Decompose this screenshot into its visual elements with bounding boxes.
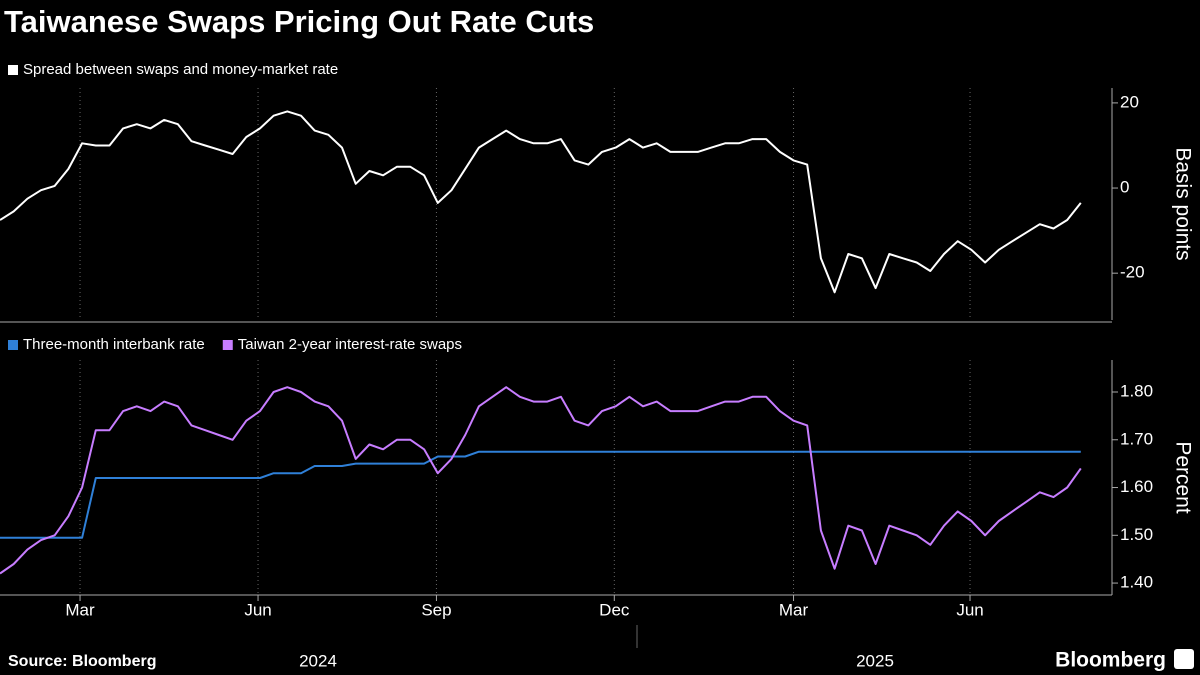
y-tick-label: -20: [1120, 263, 1145, 282]
legend-swatch: [222, 340, 233, 350]
series-line: [0, 386, 1082, 575]
x-tick-label: Mar: [779, 600, 809, 619]
chart-title: Taiwanese Swaps Pricing Out Rate Cuts: [4, 4, 594, 39]
legend-swatch: [8, 340, 18, 350]
x-tick-label: Mar: [65, 600, 95, 619]
x-tick-label: Jun: [244, 600, 271, 619]
y-tick-label: 0: [1120, 178, 1129, 197]
y-tick-label: 1.70: [1120, 429, 1153, 448]
legend-swatch: [8, 65, 18, 75]
source: Source: Bloomberg: [8, 653, 156, 670]
y-tick-label: 1.50: [1120, 525, 1153, 544]
y-tick-label: 1.40: [1120, 573, 1153, 592]
series-line: [0, 450, 1081, 539]
x-tick-label: Dec: [599, 600, 630, 619]
brand: Bloomberg: [1055, 649, 1166, 672]
y-tick-label: 1.60: [1120, 477, 1153, 496]
y-tick-label: 20: [1120, 92, 1139, 111]
x-tick-label: Sep: [421, 600, 451, 619]
legend-label: Three-month interbank rate: [23, 336, 205, 353]
legend-label: Taiwan 2-year interest-rate swaps: [238, 336, 462, 353]
year-label: 2024: [299, 651, 337, 670]
legend-label: Spread between swaps and money-market ra…: [23, 61, 338, 78]
y-axis-label: Basis points: [1171, 147, 1194, 260]
x-tick-label: Jun: [956, 600, 983, 619]
y-tick-label: 1.80: [1120, 381, 1153, 400]
year-label: 2025: [856, 651, 894, 670]
y-axis-label: Percent: [1171, 441, 1194, 514]
brand-icon: [1174, 649, 1194, 669]
series-line: [0, 110, 1082, 294]
